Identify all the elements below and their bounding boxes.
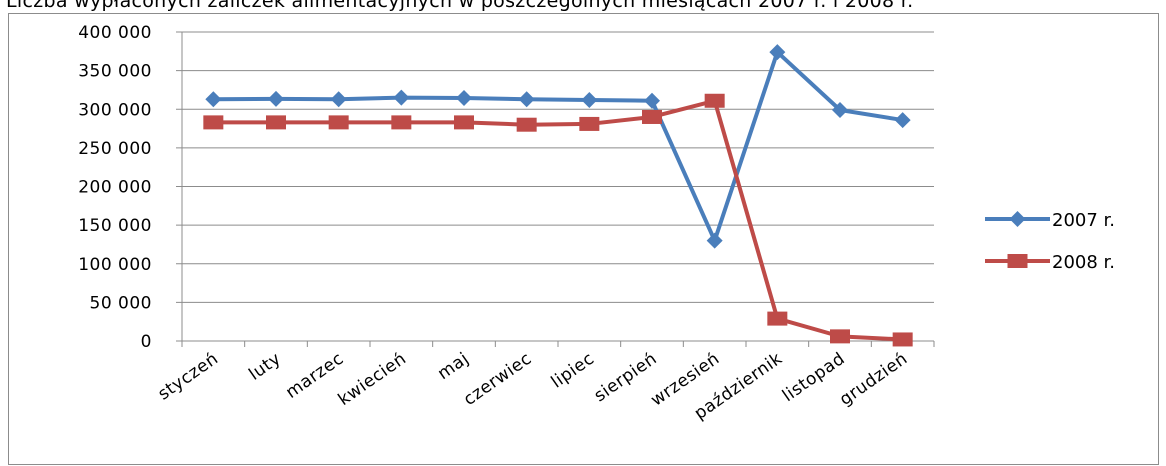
y-tick-label: 200 000: [78, 178, 152, 198]
data-point-square: [454, 115, 474, 130]
legend-label: 2008 r.: [1052, 252, 1115, 273]
y-tick-label: 400 000: [78, 23, 152, 43]
data-point-square: [704, 93, 725, 108]
chart-title: Liczba wypłaconych zaliczek alimentacyjn…: [6, 0, 914, 12]
data-point-square: [579, 116, 600, 131]
data-point-diamond: [518, 91, 535, 108]
data-point-diamond: [581, 91, 598, 108]
data-point-diamond: [706, 232, 723, 249]
x-tick-label: styczeń: [155, 349, 223, 405]
data-point-diamond: [894, 112, 911, 129]
series-lines: [203, 44, 913, 347]
data-point-diamond: [832, 102, 848, 119]
data-point-diamond: [769, 44, 786, 61]
x-tick-label: maj: [434, 349, 473, 384]
data-point-square: [830, 329, 850, 344]
y-tick-label: 0: [141, 332, 152, 352]
axes: [176, 31, 935, 347]
legend: 2007 r. 2008 r.: [985, 210, 1115, 273]
y-tick-label: 100 000: [78, 255, 152, 275]
chart-frame: [8, 13, 1159, 465]
data-point-square: [892, 332, 913, 347]
gridlines: [182, 31, 934, 303]
series-line-2: [213, 98, 903, 342]
y-tick-label: 300 000: [78, 100, 152, 120]
y-tick-label: 250 000: [78, 139, 152, 159]
legend-label: 2007 r.: [1052, 210, 1115, 231]
data-point-square: [642, 109, 662, 124]
data-point-diamond: [330, 91, 347, 108]
y-tick-labels: 0 50 000 100 000 150 000 200 000 250 000 300 0…: [78, 23, 152, 352]
data-point-square: [328, 115, 349, 130]
x-tick-label: kwiecień: [335, 349, 411, 410]
y-tick-label: 50 000: [90, 293, 152, 313]
data-point-diamond: [393, 89, 410, 106]
data-point-diamond: [205, 91, 222, 108]
data-point-square: [767, 311, 788, 326]
data-point-square: [516, 117, 537, 132]
data-point-diamond: [268, 90, 284, 107]
y-tick-label: 350 000: [78, 62, 152, 82]
x-tick-label: grudzień: [836, 349, 912, 410]
data-point-square: [391, 115, 412, 130]
data-point-diamond: [644, 92, 660, 109]
x-tick-label: czerwiec: [460, 349, 535, 410]
legend-marker-diamond: [1009, 211, 1026, 227]
series-line-1: [213, 50, 903, 243]
legend-marker-square: [1007, 254, 1028, 268]
x-tick-label: luty: [245, 349, 285, 385]
data-point-square: [266, 115, 286, 130]
data-point-diamond: [456, 90, 472, 107]
y-tick-label: 150 000: [78, 216, 152, 236]
x-tick-label: lipiec: [548, 349, 599, 393]
data-point-square: [203, 115, 224, 130]
